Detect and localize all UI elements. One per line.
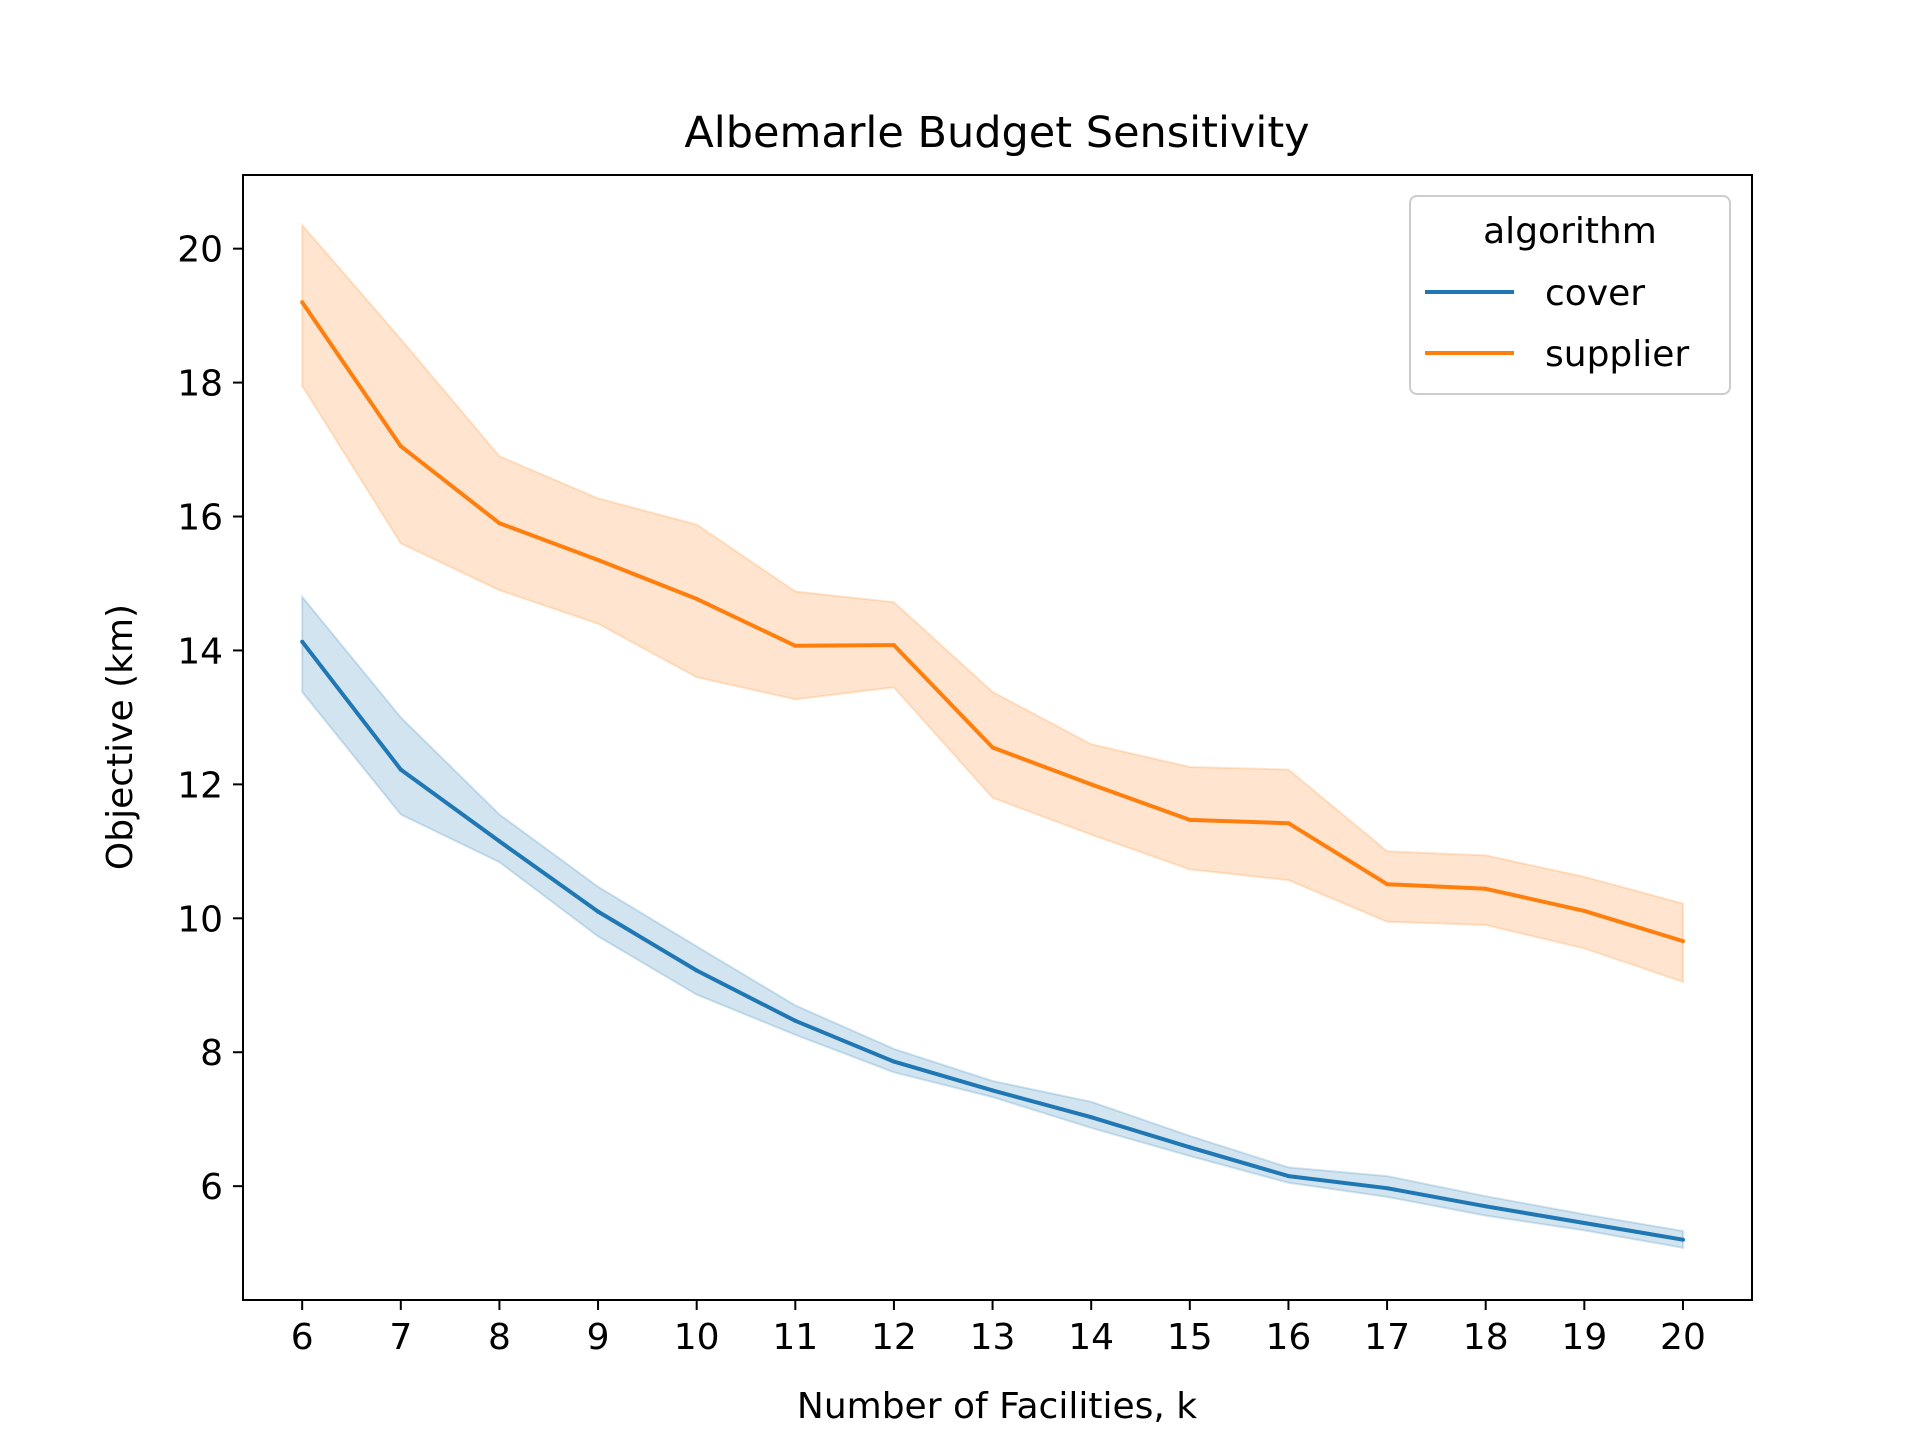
data-point-supplier	[694, 596, 699, 601]
series-lines	[300, 300, 1685, 1242]
data-point-cover	[793, 1018, 798, 1023]
x-tick-label: 6	[291, 1317, 314, 1358]
data-point-supplier	[1681, 939, 1685, 944]
data-point-supplier	[793, 643, 798, 648]
x-tick-label: 10	[674, 1317, 720, 1358]
data-point-supplier	[1385, 882, 1390, 887]
y-tick-label: 20	[177, 230, 223, 271]
data-point-cover	[497, 839, 502, 844]
data-point-cover	[1385, 1186, 1390, 1191]
data-point-cover	[1483, 1204, 1488, 1209]
data-point-cover	[1089, 1115, 1094, 1120]
y-tick-label: 16	[177, 498, 223, 539]
data-point-supplier	[596, 558, 601, 562]
data-point-supplier	[990, 745, 995, 750]
data-point-cover	[1286, 1174, 1291, 1179]
y-tick-label: 18	[177, 364, 223, 405]
data-point-supplier	[1483, 886, 1488, 891]
legend-title: algorithm	[1483, 211, 1657, 252]
y-tick-label: 8	[200, 1033, 223, 1074]
confidence-band-cover	[301, 594, 1684, 1249]
data-point-supplier	[398, 444, 403, 449]
x-tick-label: 11	[772, 1317, 818, 1358]
y-tick-label: 14	[177, 631, 223, 672]
x-axis-label: Number of Facilities, k	[797, 1386, 1197, 1427]
chart-title: Albemarle Budget Sensitivity	[684, 108, 1309, 158]
x-axis: 6 7 8 9 10 11 12 13 14 15 16 17 18 19 20	[291, 1300, 1706, 1358]
x-tick-label: 16	[1266, 1317, 1312, 1358]
data-point-cover	[300, 639, 305, 644]
data-point-cover	[1187, 1145, 1192, 1150]
data-point-cover	[1681, 1237, 1685, 1242]
data-point-cover	[990, 1088, 995, 1093]
x-tick-label: 18	[1463, 1317, 1509, 1358]
confidence-band-supplier	[301, 222, 1684, 984]
y-axis: 6 8 10 12 14 16 18 20	[177, 230, 243, 1208]
y-tick-label: 6	[200, 1167, 223, 1208]
x-tick-label: 20	[1660, 1317, 1706, 1358]
x-tick-label: 17	[1364, 1317, 1410, 1358]
legend-box	[1409, 195, 1731, 395]
data-point-supplier	[891, 643, 896, 648]
x-tick-label: 12	[871, 1317, 917, 1358]
legend-label-cover: cover	[1545, 273, 1645, 314]
x-tick-label: 14	[1068, 1317, 1114, 1358]
data-point-supplier	[1187, 817, 1192, 822]
data-point-cover	[1582, 1221, 1587, 1225]
x-tick-label: 9	[587, 1317, 610, 1358]
x-tick-label: 13	[970, 1317, 1016, 1358]
y-tick-label: 12	[177, 765, 223, 806]
data-point-supplier	[1286, 821, 1291, 826]
data-point-cover	[398, 767, 403, 772]
x-tick-label: 15	[1167, 1317, 1213, 1358]
data-point-cover	[891, 1059, 896, 1064]
data-point-cover	[694, 968, 699, 973]
x-tick-label: 8	[488, 1317, 511, 1358]
confidence-bands	[301, 222, 1684, 1249]
data-point-supplier	[497, 521, 502, 526]
legend: algorithm cover supplier	[1409, 195, 1731, 395]
legend-label-supplier: supplier	[1545, 334, 1689, 375]
y-axis-label: Objective (km)	[100, 604, 141, 870]
y-tick-label: 10	[177, 899, 223, 940]
data-point-cover	[596, 909, 601, 914]
data-point-supplier	[1089, 782, 1094, 787]
plot-frame	[242, 174, 1753, 1301]
x-tick-label: 7	[389, 1317, 412, 1358]
data-point-supplier	[300, 300, 305, 305]
x-tick-label: 19	[1561, 1317, 1607, 1358]
data-point-supplier	[1582, 908, 1587, 913]
